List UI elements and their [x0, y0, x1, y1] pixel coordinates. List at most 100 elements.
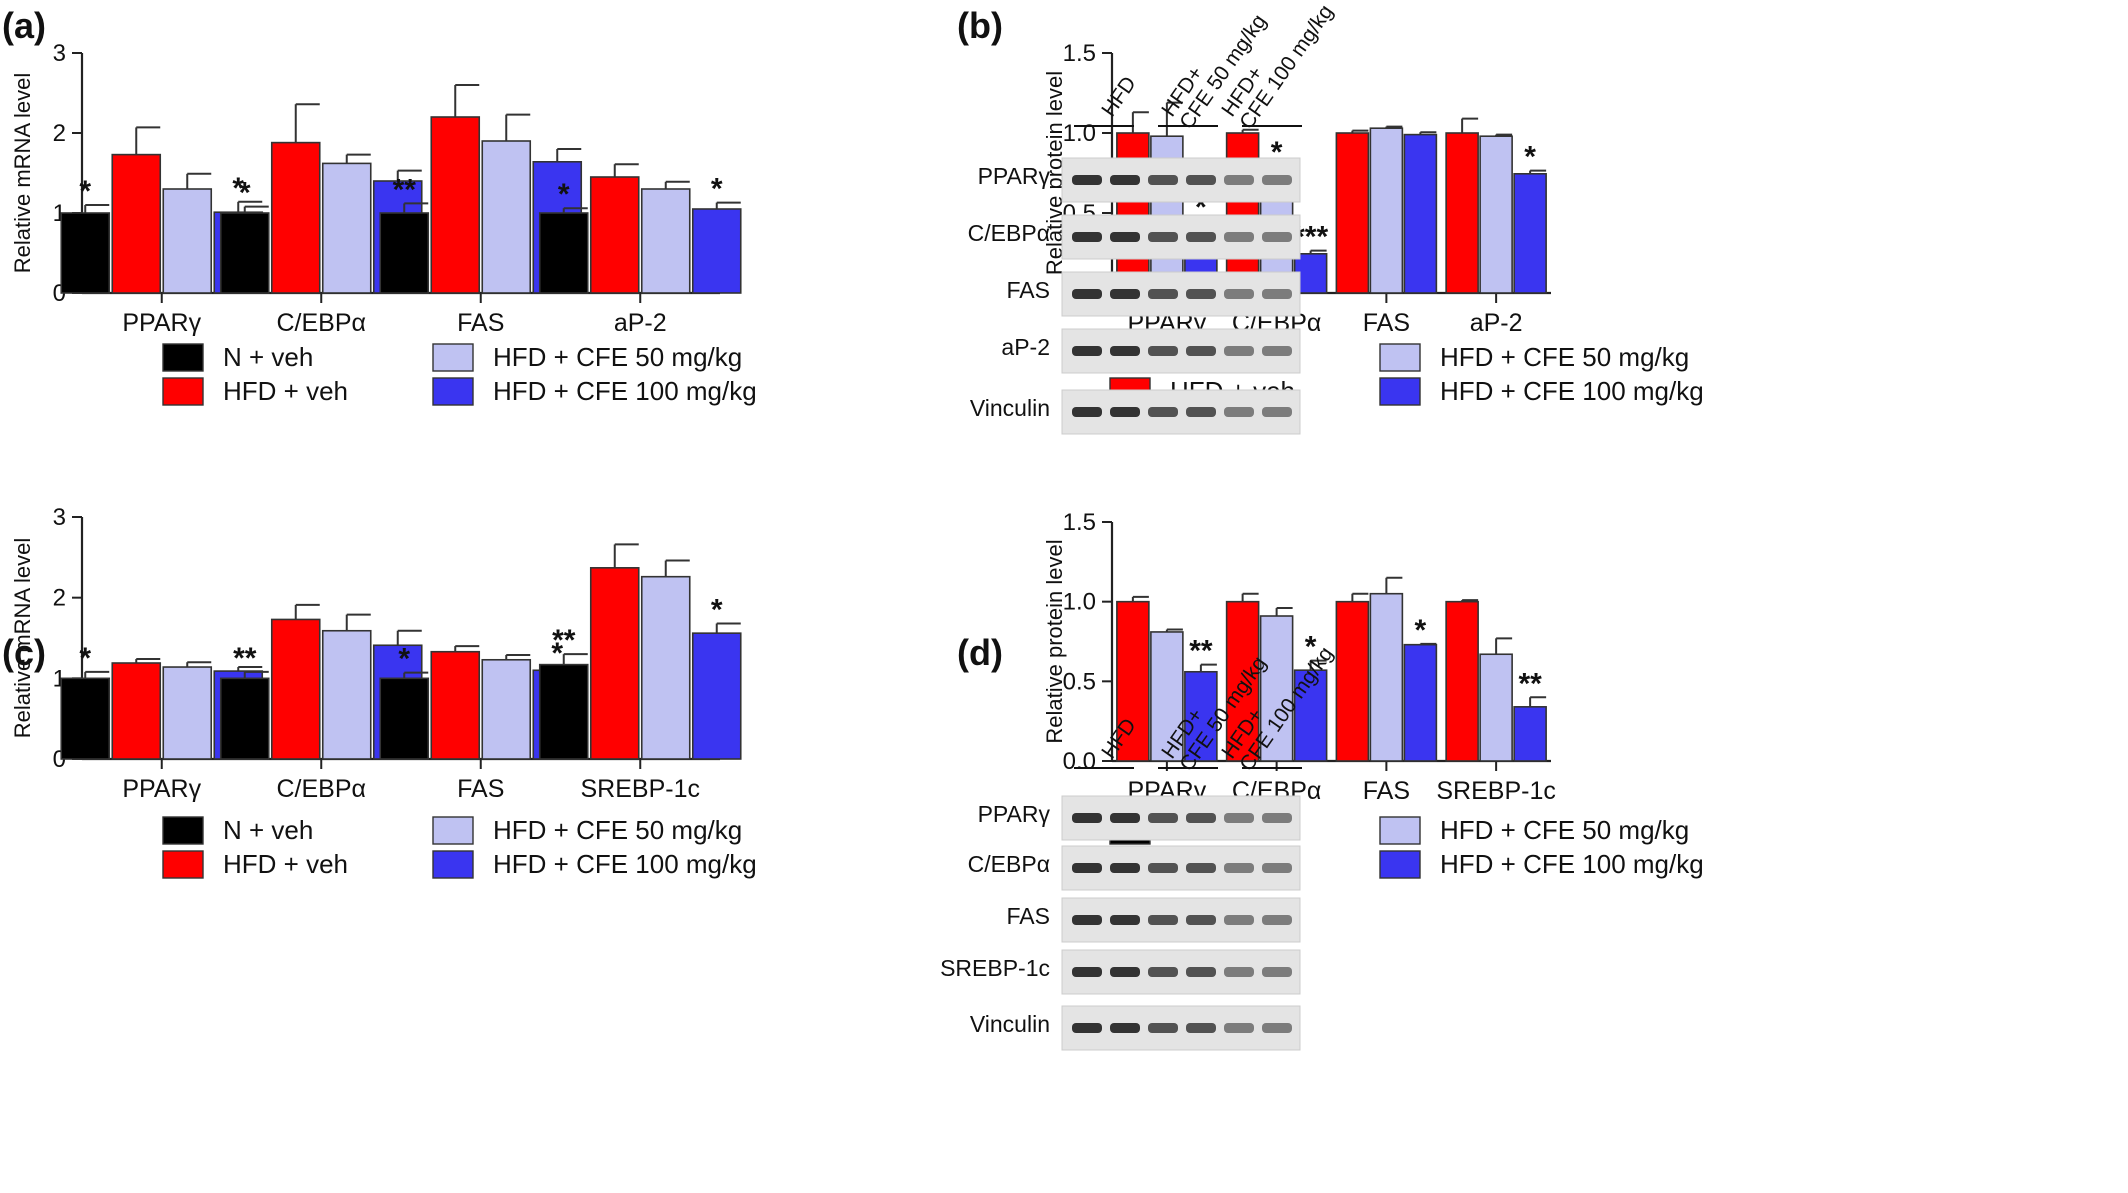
blot-band: [1110, 915, 1140, 925]
bar: [379, 212, 430, 294]
blot-band: [1072, 232, 1102, 242]
significance-label: **: [552, 624, 576, 657]
blot-band: [1110, 1023, 1140, 1033]
blot-band: [1224, 967, 1254, 977]
blot-label: C/EBPα: [968, 220, 1050, 246]
blot-band: [1110, 289, 1140, 299]
x-tick-label: SREBP-1c: [1436, 777, 1555, 805]
blot-band: [1224, 915, 1254, 925]
legend-label: N + veh: [223, 342, 313, 372]
bar: [589, 176, 640, 294]
x-tick-label: FAS: [457, 309, 504, 337]
bar: [1116, 132, 1150, 294]
bar: [691, 208, 742, 294]
significance-label: *: [79, 642, 91, 675]
y-tick-label: 2: [53, 120, 66, 147]
bar: [538, 212, 589, 294]
blot-band: [1072, 1023, 1102, 1033]
legend-swatch: [162, 377, 204, 406]
y-tick-label: 0.0: [1063, 748, 1096, 775]
legend-label: HFD + CFE 100 mg/kg: [493, 376, 757, 406]
x-tick-label: aP-2: [1470, 309, 1523, 337]
bar: [1225, 132, 1260, 294]
bar: [219, 677, 270, 760]
significance-label: *: [79, 175, 91, 208]
bar: [162, 188, 213, 294]
lane-label: HFD: [1097, 72, 1141, 121]
bar: [640, 575, 691, 760]
blot-band: [1262, 232, 1292, 242]
panel-label-b: (b): [957, 5, 1003, 46]
blot-band: [1072, 915, 1102, 925]
y-tick-label: 2: [53, 585, 66, 612]
bar: [111, 153, 162, 294]
blot-band: [1072, 346, 1102, 356]
legend-swatch: [162, 850, 204, 879]
blot-band: [1262, 813, 1292, 823]
bar: [1225, 600, 1260, 762]
bar: [270, 141, 321, 294]
significance-label: *: [1415, 614, 1427, 647]
blot-label: PPARγ: [978, 801, 1051, 827]
blot-band: [1148, 1023, 1178, 1033]
blot-band: [1186, 1023, 1216, 1033]
significance-label: *: [239, 177, 251, 210]
legend-swatch: [1379, 816, 1421, 845]
legend-label: HFD + CFE 50 mg/kg: [1440, 815, 1689, 845]
bar: [1403, 133, 1438, 294]
bar: [1293, 669, 1328, 762]
blot-band: [1186, 967, 1216, 977]
y-axis-label: Relative mRNA level: [10, 538, 35, 739]
significance-label: *: [711, 593, 723, 626]
blot-band: [1072, 289, 1102, 299]
blot-band: [1262, 863, 1292, 873]
blot-band: [1072, 175, 1102, 185]
x-tick-label: C/EBPα: [277, 309, 366, 337]
x-tick-label: FAS: [1363, 777, 1410, 805]
legend-swatch: [432, 816, 474, 845]
blot-band: [1224, 407, 1254, 417]
significance-label: *: [1305, 631, 1317, 664]
bar: [430, 116, 481, 294]
panel-label-d: (d): [957, 632, 1003, 673]
blot-band: [1148, 346, 1178, 356]
significance-label: *: [1524, 141, 1536, 174]
blot-band: [1224, 1023, 1254, 1033]
blot-band: [1110, 346, 1140, 356]
blot-band: [1148, 915, 1178, 925]
blot-band: [1262, 967, 1292, 977]
legend-label: HFD + veh: [223, 376, 348, 406]
blot-band: [1110, 232, 1140, 242]
x-tick-label: SREBP-1c: [581, 775, 700, 803]
bar: [589, 567, 640, 760]
y-tick-label: 1.5: [1063, 40, 1096, 67]
blot-band: [1148, 289, 1178, 299]
blot-label: Vinculin: [970, 1011, 1050, 1037]
blot-band: [1110, 175, 1140, 185]
blot-band: [1262, 1023, 1292, 1033]
bar: [1150, 631, 1184, 762]
blot-label: PPARγ: [978, 163, 1051, 189]
bar: [321, 162, 372, 294]
bar: [60, 212, 111, 294]
legend-swatch: [1379, 377, 1421, 406]
blot-band: [1224, 863, 1254, 873]
y-tick-label: 3: [53, 504, 66, 531]
significance-label: *: [551, 637, 563, 670]
y-tick-label: 3: [53, 40, 66, 67]
x-tick-label: aP-2: [614, 309, 667, 337]
legend-label: HFD + veh: [223, 849, 348, 879]
y-tick-label: 1.5: [1063, 509, 1096, 536]
blot-label: FAS: [1007, 277, 1050, 303]
legend-label: HFD + CFE 50 mg/kg: [493, 342, 742, 372]
blot-band: [1072, 967, 1102, 977]
x-tick-label: C/EBPα: [277, 775, 366, 803]
blot-label: SREBP-1c: [940, 955, 1050, 981]
bar: [1335, 132, 1370, 294]
significance-label: **: [233, 642, 257, 675]
bar: [1445, 132, 1479, 294]
bar: [1479, 653, 1513, 762]
